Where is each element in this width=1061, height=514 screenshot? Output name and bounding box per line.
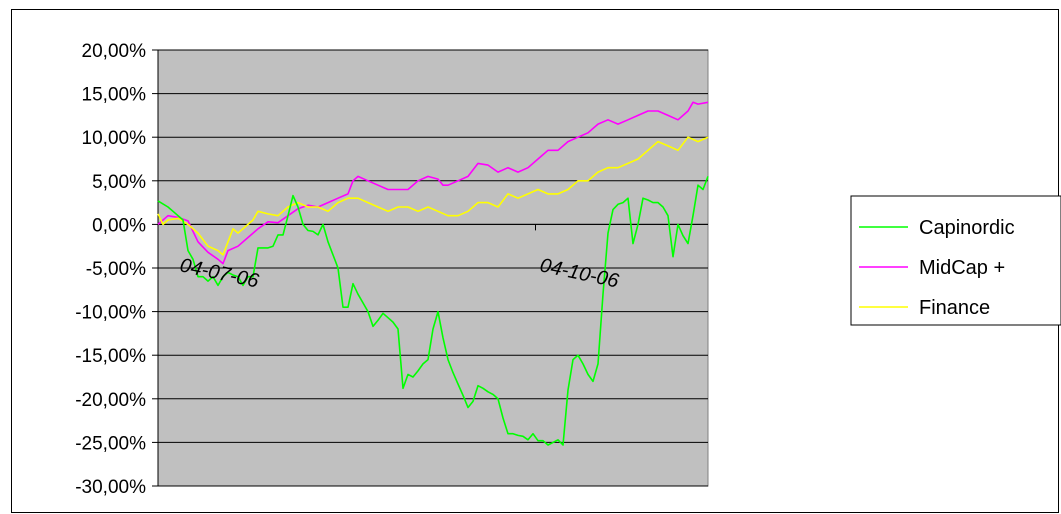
y-tick-label: -25,00% — [75, 433, 146, 454]
y-tick-label: -20,00% — [75, 390, 146, 411]
series-line-midcap — [157, 101, 709, 265]
y-tick-label: -5,00% — [86, 259, 146, 280]
legend-box — [850, 195, 1061, 326]
legend-label: MidCap + — [919, 257, 1005, 279]
legend: Capinordic MidCap + Finance — [850, 195, 1061, 326]
y-tick-label: 10,00% — [82, 128, 147, 149]
series-layer — [157, 101, 709, 446]
y-axis-ticks: 20,00% 15,00% 10,00% 5,00% 0,00% -5,00% -10,00… — [75, 41, 708, 498]
y-tick-label: -30,00% — [75, 477, 146, 498]
y-tick-label: 0,00% — [92, 215, 146, 236]
y-tick-label: -10,00% — [75, 303, 146, 324]
series-line-finance — [157, 136, 709, 256]
y-tick-label: 15,00% — [82, 85, 147, 106]
legend-label: Capinordic — [919, 217, 1015, 239]
y-tick-label: 5,00% — [92, 172, 146, 193]
y-tick-label: 20,00% — [82, 41, 147, 62]
series-line-capinordic — [157, 176, 709, 446]
legend-label: Finance — [919, 297, 990, 319]
y-tick-label: -15,00% — [75, 346, 146, 367]
